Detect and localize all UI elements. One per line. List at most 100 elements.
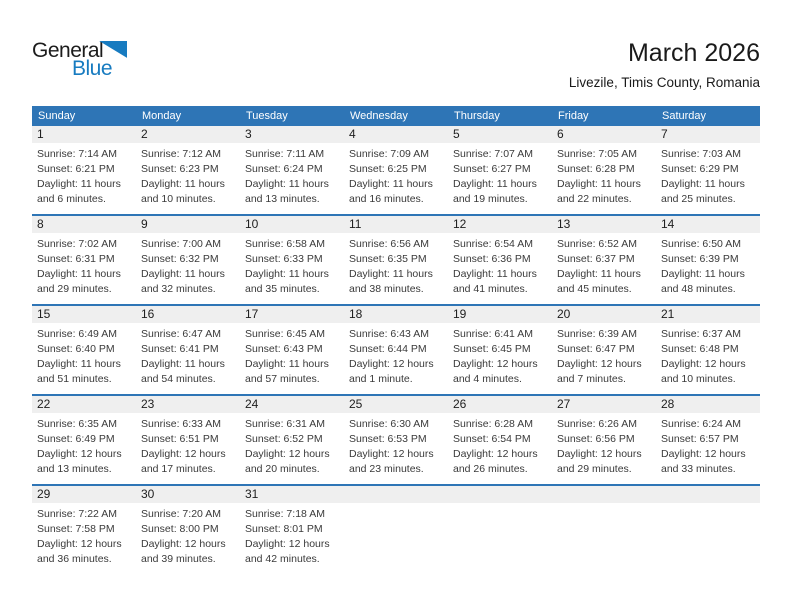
- sunset-text: Sunset: 6:43 PM: [245, 343, 323, 355]
- sunrise-text: Sunrise: 6:56 AM: [349, 238, 429, 250]
- day-details: Sunrise: 6:50 AM Sunset: 6:39 PM Dayligh…: [656, 233, 756, 297]
- day-cell: 21 Sunrise: 6:37 AM Sunset: 6:48 PM Dayl…: [656, 306, 760, 394]
- day-details: [344, 503, 444, 507]
- daylight-text: Daylight: 11 hours and 32 minutes.: [141, 268, 225, 295]
- day-cell: 9 Sunrise: 7:00 AM Sunset: 6:32 PM Dayli…: [136, 216, 240, 304]
- day-details: Sunrise: 6:49 AM Sunset: 6:40 PM Dayligh…: [32, 323, 132, 387]
- sunset-text: Sunset: 7:58 PM: [37, 523, 115, 535]
- day-cell: 5 Sunrise: 7:07 AM Sunset: 6:27 PM Dayli…: [448, 126, 552, 214]
- daylight-text: Daylight: 11 hours and 10 minutes.: [141, 178, 225, 205]
- day-details: Sunrise: 6:41 AM Sunset: 6:45 PM Dayligh…: [448, 323, 548, 387]
- sunrise-text: Sunrise: 6:33 AM: [141, 418, 221, 430]
- day-cell: 31 Sunrise: 7:18 AM Sunset: 8:01 PM Dayl…: [240, 486, 344, 574]
- day-number: 1: [32, 126, 136, 143]
- sunrise-text: Sunrise: 7:00 AM: [141, 238, 221, 250]
- sunrise-text: Sunrise: 6:45 AM: [245, 328, 325, 340]
- logo-top-line: General: [32, 40, 172, 61]
- day-number: 8: [32, 216, 136, 233]
- day-details: Sunrise: 7:20 AM Sunset: 8:00 PM Dayligh…: [136, 503, 236, 567]
- day-number: 29: [32, 486, 136, 503]
- day-details: Sunrise: 6:52 AM Sunset: 6:37 PM Dayligh…: [552, 233, 652, 297]
- day-number: [344, 486, 448, 503]
- weekday-header-saturday: Saturday: [662, 110, 707, 122]
- calendar: Sunday Monday Tuesday Wednesday Thursday…: [32, 106, 760, 574]
- sunset-text: Sunset: 6:45 PM: [453, 343, 531, 355]
- day-number: 5: [448, 126, 552, 143]
- day-cell: 28 Sunrise: 6:24 AM Sunset: 6:57 PM Dayl…: [656, 396, 760, 484]
- sunset-text: Sunset: 6:53 PM: [349, 433, 427, 445]
- sunset-text: Sunset: 6:37 PM: [557, 253, 635, 265]
- sunrise-text: Sunrise: 6:35 AM: [37, 418, 117, 430]
- day-cell: [656, 486, 760, 574]
- day-number: [552, 486, 656, 503]
- sunset-text: Sunset: 6:49 PM: [37, 433, 115, 445]
- day-cell: [344, 486, 448, 574]
- daylight-text: Daylight: 11 hours and 29 minutes.: [37, 268, 121, 295]
- day-number: 23: [136, 396, 240, 413]
- day-cell: 10 Sunrise: 6:58 AM Sunset: 6:33 PM Dayl…: [240, 216, 344, 304]
- day-number: 18: [344, 306, 448, 323]
- day-details: Sunrise: 7:02 AM Sunset: 6:31 PM Dayligh…: [32, 233, 132, 297]
- day-details: Sunrise: 7:07 AM Sunset: 6:27 PM Dayligh…: [448, 143, 548, 207]
- daylight-text: Daylight: 11 hours and 25 minutes.: [661, 178, 745, 205]
- day-details: [448, 503, 548, 507]
- day-number: 10: [240, 216, 344, 233]
- daylight-text: Daylight: 11 hours and 45 minutes.: [557, 268, 641, 295]
- daylight-text: Daylight: 11 hours and 6 minutes.: [37, 178, 121, 205]
- sunset-text: Sunset: 6:57 PM: [661, 433, 739, 445]
- daylight-text: Daylight: 11 hours and 41 minutes.: [453, 268, 537, 295]
- day-details: Sunrise: 6:28 AM Sunset: 6:54 PM Dayligh…: [448, 413, 548, 477]
- weekday-header-tuesday: Tuesday: [246, 110, 288, 122]
- day-details: Sunrise: 7:09 AM Sunset: 6:25 PM Dayligh…: [344, 143, 444, 207]
- day-details: Sunrise: 6:54 AM Sunset: 6:36 PM Dayligh…: [448, 233, 548, 297]
- day-cell: [448, 486, 552, 574]
- day-number: 15: [32, 306, 136, 323]
- sunset-text: Sunset: 6:47 PM: [557, 343, 635, 355]
- day-cell: 22 Sunrise: 6:35 AM Sunset: 6:49 PM Dayl…: [32, 396, 136, 484]
- day-details: Sunrise: 6:26 AM Sunset: 6:56 PM Dayligh…: [552, 413, 652, 477]
- sunrise-text: Sunrise: 7:20 AM: [141, 508, 221, 520]
- day-details: Sunrise: 7:22 AM Sunset: 7:58 PM Dayligh…: [32, 503, 132, 567]
- day-number: [656, 486, 760, 503]
- weekday-header-sunday: Sunday: [38, 110, 76, 122]
- page-header: General Blue March 2026 Livezile, Timis …: [32, 40, 760, 106]
- week-row: 8 Sunrise: 7:02 AM Sunset: 6:31 PM Dayli…: [32, 214, 760, 304]
- day-number: 31: [240, 486, 344, 503]
- day-cell: 20 Sunrise: 6:39 AM Sunset: 6:47 PM Dayl…: [552, 306, 656, 394]
- sunset-text: Sunset: 6:29 PM: [661, 163, 739, 175]
- sunrise-text: Sunrise: 6:39 AM: [557, 328, 637, 340]
- day-number: 4: [344, 126, 448, 143]
- weekday-header-wednesday: Wednesday: [350, 110, 408, 122]
- day-number: 9: [136, 216, 240, 233]
- sunrise-text: Sunrise: 6:43 AM: [349, 328, 429, 340]
- sunrise-text: Sunrise: 7:14 AM: [37, 148, 117, 160]
- page-title: March 2026: [627, 39, 760, 67]
- daylight-text: Daylight: 12 hours and 26 minutes.: [453, 448, 538, 475]
- sunset-text: Sunset: 6:39 PM: [661, 253, 739, 265]
- sunrise-text: Sunrise: 7:02 AM: [37, 238, 117, 250]
- day-cell: 11 Sunrise: 6:56 AM Sunset: 6:35 PM Dayl…: [344, 216, 448, 304]
- sunrise-text: Sunrise: 6:49 AM: [37, 328, 117, 340]
- day-details: Sunrise: 7:05 AM Sunset: 6:28 PM Dayligh…: [552, 143, 652, 207]
- day-number: 7: [656, 126, 760, 143]
- day-cell: 4 Sunrise: 7:09 AM Sunset: 6:25 PM Dayli…: [344, 126, 448, 214]
- day-cell: 25 Sunrise: 6:30 AM Sunset: 6:53 PM Dayl…: [344, 396, 448, 484]
- sunset-text: Sunset: 6:33 PM: [245, 253, 323, 265]
- daylight-text: Daylight: 12 hours and 1 minute.: [349, 358, 434, 385]
- day-cell: 14 Sunrise: 6:50 AM Sunset: 6:39 PM Dayl…: [656, 216, 760, 304]
- day-number: 2: [136, 126, 240, 143]
- sunset-text: Sunset: 6:27 PM: [453, 163, 531, 175]
- sunrise-text: Sunrise: 7:22 AM: [37, 508, 117, 520]
- logo-text-general: General: [32, 39, 104, 62]
- day-details: Sunrise: 6:35 AM Sunset: 6:49 PM Dayligh…: [32, 413, 132, 477]
- day-number: 21: [656, 306, 760, 323]
- sunset-text: Sunset: 6:44 PM: [349, 343, 427, 355]
- daylight-text: Daylight: 12 hours and 17 minutes.: [141, 448, 226, 475]
- sunrise-text: Sunrise: 6:50 AM: [661, 238, 741, 250]
- day-number: 13: [552, 216, 656, 233]
- sunset-text: Sunset: 6:40 PM: [37, 343, 115, 355]
- sunset-text: Sunset: 6:56 PM: [557, 433, 635, 445]
- daylight-text: Daylight: 11 hours and 57 minutes.: [245, 358, 329, 385]
- day-details: Sunrise: 7:12 AM Sunset: 6:23 PM Dayligh…: [136, 143, 236, 207]
